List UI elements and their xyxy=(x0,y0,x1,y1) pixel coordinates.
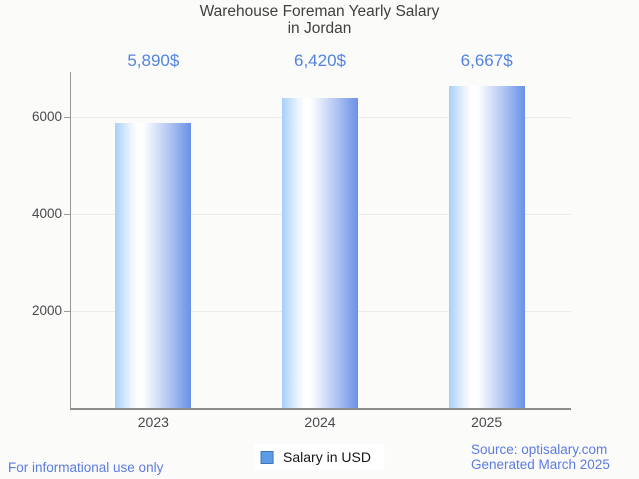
source-text: Source: optisalary.com xyxy=(471,442,608,457)
y-tick-label: 4000 xyxy=(31,205,62,221)
y-axis-tick xyxy=(64,214,70,216)
x-axis-label: 2024 xyxy=(304,414,336,430)
x-axis-line xyxy=(70,408,571,410)
chart-title: Warehouse Foreman Yearly Salary in Jorda… xyxy=(0,3,639,37)
chart-title-line2: in Jordan xyxy=(287,19,352,37)
chart-title-line1: Warehouse Foreman Yearly Salary xyxy=(199,3,440,20)
disclaimer-text: For informational use only xyxy=(8,460,164,475)
y-axis-line xyxy=(70,72,71,409)
legend: Salary in USD xyxy=(254,444,385,470)
bar-value-label: 6,667$ xyxy=(460,51,513,70)
y-tick-label: 6000 xyxy=(31,108,62,124)
x-axis-label: 2023 xyxy=(137,414,169,430)
legend-swatch-icon xyxy=(260,450,274,464)
y-tick-label: 2000 xyxy=(31,302,62,318)
y-axis-tick xyxy=(64,117,70,119)
generated-text: Generated March 2025 xyxy=(471,456,610,472)
source-info: Source: optisalary.com Generated March 2… xyxy=(471,442,610,473)
bar-2023 xyxy=(115,123,192,409)
bar-value-label: 5,890$ xyxy=(127,51,180,70)
bar-value-label: 6,420$ xyxy=(294,51,346,70)
x-axis-label: 2025 xyxy=(471,414,503,430)
bar-2025 xyxy=(448,85,525,409)
y-axis-tick xyxy=(64,311,70,313)
legend-label: Salary in USD xyxy=(283,449,371,465)
bar-2024 xyxy=(282,97,358,409)
